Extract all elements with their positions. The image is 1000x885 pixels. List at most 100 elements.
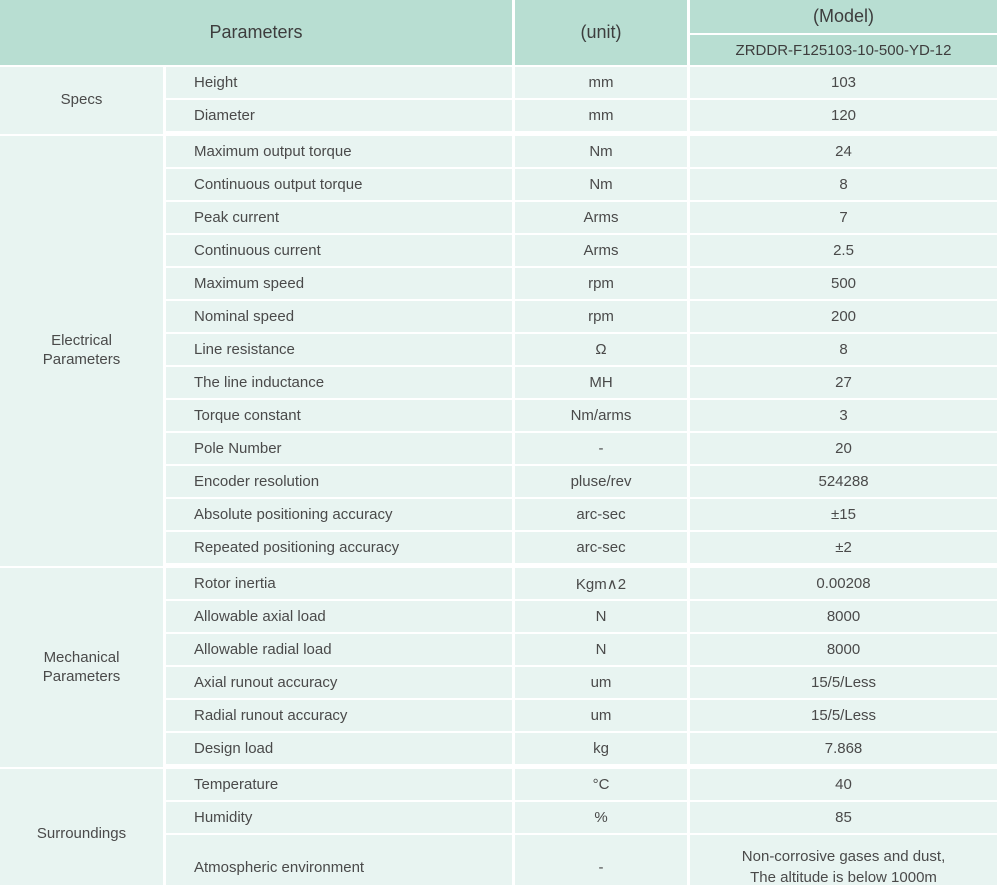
table-row: Axial runout accuracy um 15/5/Less [0, 667, 1000, 700]
table-row: Torque constant Nm/arms 3 [0, 400, 1000, 433]
param-cell: Allowable axial load [166, 601, 516, 634]
value-cell: 15/5/Less [690, 667, 1000, 700]
table-row: Encoder resolution pluse/rev 524288 [0, 466, 1000, 499]
value-cell: 0.00208 [690, 568, 1000, 601]
unit-cell: um [515, 700, 691, 733]
table-row: Maximum speed rpm 500 [0, 268, 1000, 301]
value-cell: 8000 [690, 634, 1000, 667]
unit-cell: arc-sec [515, 499, 691, 532]
table-row: Surroundings Temperature °C 40 [0, 769, 1000, 885]
group-cell-electrical: Electrical Parameters [0, 136, 166, 568]
unit-cell: - [515, 433, 691, 466]
table-row: Allowable axial load N 8000 [0, 601, 1000, 634]
table-row: Nominal speed rpm 200 [0, 301, 1000, 334]
value-cell: 7.868 [690, 733, 1000, 769]
unit-cell: Kgm∧2 [515, 568, 691, 601]
unit-cell: Nm [515, 136, 691, 169]
param-cell: Temperature [166, 769, 516, 802]
value-cell: 40 [690, 769, 1000, 802]
unit-cell: rpm [515, 301, 691, 334]
unit-cell: arc-sec [515, 532, 691, 568]
unit-cell: N [515, 601, 691, 634]
param-cell: Allowable radial load [166, 634, 516, 667]
value-cell: ±15 [690, 499, 1000, 532]
value-cell: 120 [690, 100, 1000, 136]
param-cell: Design load [166, 733, 516, 769]
param-cell: Continuous current [166, 235, 516, 268]
unit-cell: mm [515, 100, 691, 136]
param-cell: Maximum output torque [166, 136, 516, 169]
unit-cell: Nm [515, 169, 691, 202]
table-row: Humidity % 85 [0, 802, 1000, 835]
header-row-model: ZRDDR-F125103-10-500-YD-12 [0, 35, 1000, 67]
table-row: Continuous output torque Nm 8 [0, 169, 1000, 202]
param-cell: The line inductance [166, 367, 516, 400]
unit-cell: MH [515, 367, 691, 400]
value-cell: 524288 [690, 466, 1000, 499]
table-row: Repeated positioning accuracy arc-sec ±2 [0, 532, 1000, 568]
value-cell: 500 [690, 268, 1000, 301]
param-cell: Axial runout accuracy [166, 667, 516, 700]
table-row: Allowable radial load N 8000 [0, 634, 1000, 667]
value-cell: 2.5 [690, 235, 1000, 268]
unit-cell: - [515, 835, 691, 885]
unit-cell: um [515, 667, 691, 700]
param-cell: Radial runout accuracy [166, 700, 516, 733]
table-row: Diameter mm 120 [0, 100, 1000, 136]
group-cell-mechanical: Mechanical Parameters [0, 568, 166, 769]
value-cell: 3 [690, 400, 1000, 433]
unit-cell: N [515, 634, 691, 667]
unit-cell: Ω [515, 334, 691, 367]
value-cell: 8000 [690, 601, 1000, 634]
group-cell-specs: Specs [0, 67, 166, 136]
unit-cell: % [515, 802, 691, 835]
header-unit: (unit) [515, 0, 691, 67]
value-cell: 8 [690, 334, 1000, 367]
header-model: (Model) [690, 0, 1000, 35]
table-row: The line inductance MH 27 [0, 367, 1000, 400]
value-cell: 15/5/Less [690, 700, 1000, 733]
header-row-top: Parameters (unit) (Model) [0, 0, 1000, 67]
table-row: Absolute positioning accuracy arc-sec ±1… [0, 499, 1000, 532]
param-cell: Pole Number [166, 433, 516, 466]
table-row: Radial runout accuracy um 15/5/Less [0, 700, 1000, 733]
value-cell: 8 [690, 169, 1000, 202]
table-row: Specs Height mm 103 [0, 67, 1000, 136]
table-row: Peak current Arms 7 [0, 202, 1000, 235]
table-row: Line resistance Ω 8 [0, 334, 1000, 367]
value-cell: 200 [690, 301, 1000, 334]
param-cell: Humidity [166, 802, 516, 835]
value-cell: 24 [690, 136, 1000, 169]
param-cell: Absolute positioning accuracy [166, 499, 516, 532]
value-cell: 7 [690, 202, 1000, 235]
unit-cell: kg [515, 733, 691, 769]
value-cell: 85 [690, 802, 1000, 835]
param-cell: Torque constant [166, 400, 516, 433]
table-row: Design load kg 7.868 [0, 733, 1000, 769]
param-cell: Line resistance [166, 334, 516, 367]
param-cell: Maximum speed [166, 268, 516, 301]
table-row: Pole Number - 20 [0, 433, 1000, 466]
unit-cell: rpm [515, 268, 691, 301]
param-cell: Rotor inertia [166, 568, 516, 601]
unit-cell: pluse/rev [515, 466, 691, 499]
param-cell: Diameter [166, 100, 516, 136]
group-cell-surroundings: Surroundings [0, 769, 166, 885]
table-row: Atmospheric environment - Non-corrosive … [0, 835, 1000, 885]
unit-cell: Arms [515, 235, 691, 268]
param-cell: Height [166, 67, 516, 100]
table-row: Electrical Parameters Maximum output tor… [0, 136, 1000, 568]
table-row: Mechanical Parameters Rotor inertia Kgm∧… [0, 568, 1000, 769]
param-cell: Continuous output torque [166, 169, 516, 202]
unit-cell: mm [515, 67, 691, 100]
unit-cell: Nm/arms [515, 400, 691, 433]
value-cell: 103 [690, 67, 1000, 100]
value-cell: Non-corrosive gases and dust, The altitu… [690, 835, 1000, 885]
param-cell: Peak current [166, 202, 516, 235]
param-cell: Encoder resolution [166, 466, 516, 499]
model-number: ZRDDR-F125103-10-500-YD-12 [690, 35, 1000, 67]
table-header: Parameters (unit) (Model) ZRDDR-F125103-… [0, 0, 1000, 67]
table-row: Continuous current Arms 2.5 [0, 235, 1000, 268]
